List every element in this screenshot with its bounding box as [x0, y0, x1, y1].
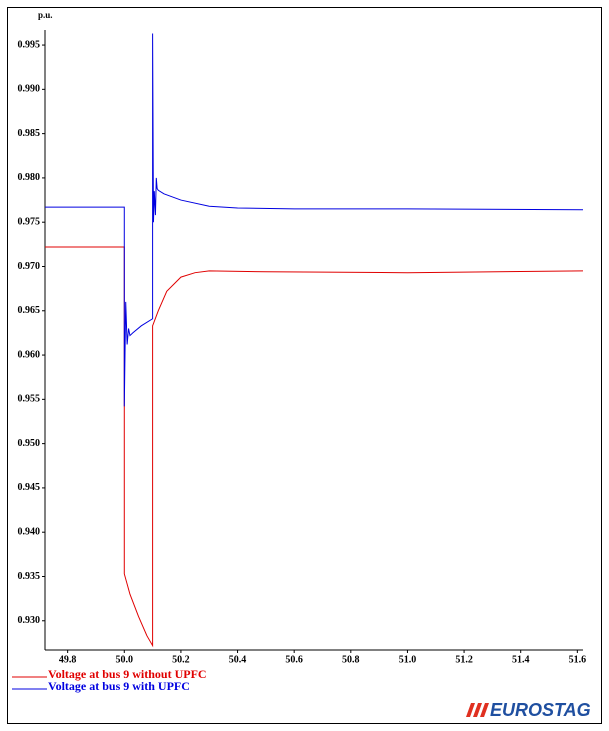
y-tick-label: 0.990 [18, 84, 41, 95]
x-tick-label: 51.0 [399, 654, 417, 665]
y-tick-label: 0.955 [18, 394, 41, 405]
x-tick-label: 50.6 [285, 654, 303, 665]
y-tick-label: 0.930 [18, 615, 41, 626]
x-tick-label: 50.0 [116, 654, 134, 665]
logo: EUROSTAG [466, 700, 591, 720]
y-tick-label: 0.975 [18, 216, 41, 227]
y-tick-label: 0.940 [18, 526, 41, 537]
y-tick-label: 0.965 [18, 305, 41, 316]
x-tick-label: 50.4 [229, 654, 247, 665]
y-tick-label: 0.950 [18, 438, 41, 449]
series-line [45, 246, 584, 648]
y-tick-label: 0.935 [18, 571, 41, 582]
y-tick-label: 0.945 [18, 482, 41, 493]
series-line [45, 33, 584, 407]
frame [7, 7, 602, 724]
x-tick-label: 49.8 [59, 654, 77, 665]
x-tick-label: 51.6 [569, 654, 587, 665]
x-tick-label: 51.4 [512, 654, 530, 665]
x-tick-label: 51.2 [455, 654, 473, 665]
y-axis-label: p.u. [38, 10, 53, 20]
y-tick-label: 0.960 [18, 349, 41, 360]
legend-label: Voltage at bus 9 with UPFC [48, 679, 190, 693]
logo-text: EUROSTAG [490, 700, 591, 720]
y-tick-label: 0.980 [18, 172, 41, 183]
y-tick-label: 0.995 [18, 39, 41, 50]
y-tick-label: 0.970 [18, 261, 41, 272]
legend-label: Voltage at bus 9 without UPFC [48, 667, 207, 681]
x-tick-label: 50.8 [342, 654, 360, 665]
x-tick-label: 50.2 [172, 654, 190, 665]
y-tick-label: 0.985 [18, 128, 41, 139]
